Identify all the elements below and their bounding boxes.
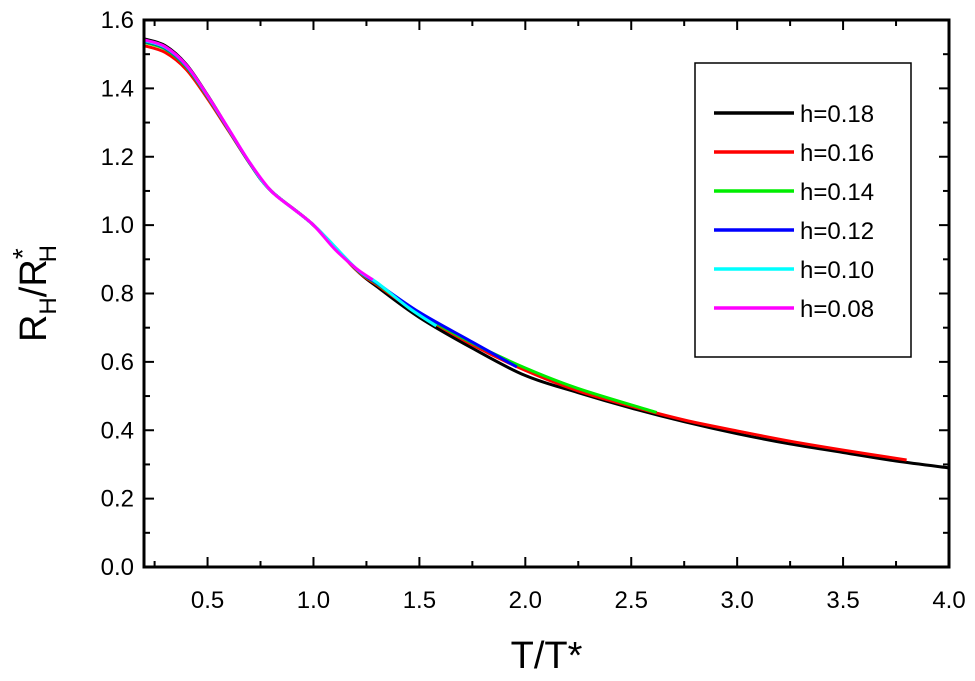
legend: h=0.18 h=0.16 h=0.14 h=0.12 h=0.10 h=0.08: [694, 62, 912, 358]
x-tick-label: 2.5: [615, 587, 648, 614]
legend-label: h=0.14: [800, 179, 874, 206]
y-axis-title-sub: H: [35, 297, 62, 314]
y-tick-label: 1.6: [101, 7, 134, 34]
y-tick-label: 0.8: [101, 281, 134, 308]
x-axis-title: T/T*: [511, 635, 583, 677]
y-axis-title-sup: *: [7, 248, 38, 259]
x-axis-ticks: 0.5 1.0 1.5 2.0 2.5 3.0 3.5 4.0: [153, 20, 966, 614]
legend-label: h=0.12: [800, 218, 874, 245]
legend-label: h=0.10: [800, 257, 874, 284]
y-tick-label: 0.2: [101, 486, 134, 513]
y-tick-label: 0.6: [101, 349, 134, 376]
y-tick-label: 0.4: [101, 417, 134, 444]
x-tick-label: 3.5: [826, 587, 859, 614]
y-tick-label: 1.0: [101, 212, 134, 239]
y-axis-title-slash: /R: [13, 259, 55, 297]
y-axis-title: RH/R*H: [7, 245, 62, 342]
legend-label: h=0.18: [800, 101, 874, 128]
svg-text:RH/R*H: RH/R*H: [7, 245, 62, 342]
series-line-h=0.14: [144, 40, 658, 414]
series-line-h=0.08: [144, 38, 374, 282]
x-tick-label: 4.0: [932, 587, 965, 614]
x-tick-label: 1.0: [297, 587, 330, 614]
y-tick-label: 1.4: [101, 75, 134, 102]
x-tick-label: 3.0: [720, 587, 753, 614]
x-tick-label: 0.5: [191, 587, 224, 614]
series-line-h=0.10: [144, 39, 438, 328]
series-lines: [144, 37, 949, 470]
legend-label: h=0.08: [800, 296, 874, 323]
x-tick-label: 1.5: [403, 587, 436, 614]
y-axis-ticks: 0.0 0.2 0.4 0.6 0.8 1.0 1.2 1.4 1.6: [101, 7, 949, 581]
y-tick-label: 0.0: [101, 554, 134, 581]
y-axis-title-main: R: [13, 315, 55, 342]
legend-label: h=0.16: [800, 140, 874, 167]
y-axis-title-sub2: H: [35, 245, 62, 262]
x-tick-label: 2.0: [509, 587, 542, 614]
y-tick-label: 1.2: [101, 144, 134, 171]
